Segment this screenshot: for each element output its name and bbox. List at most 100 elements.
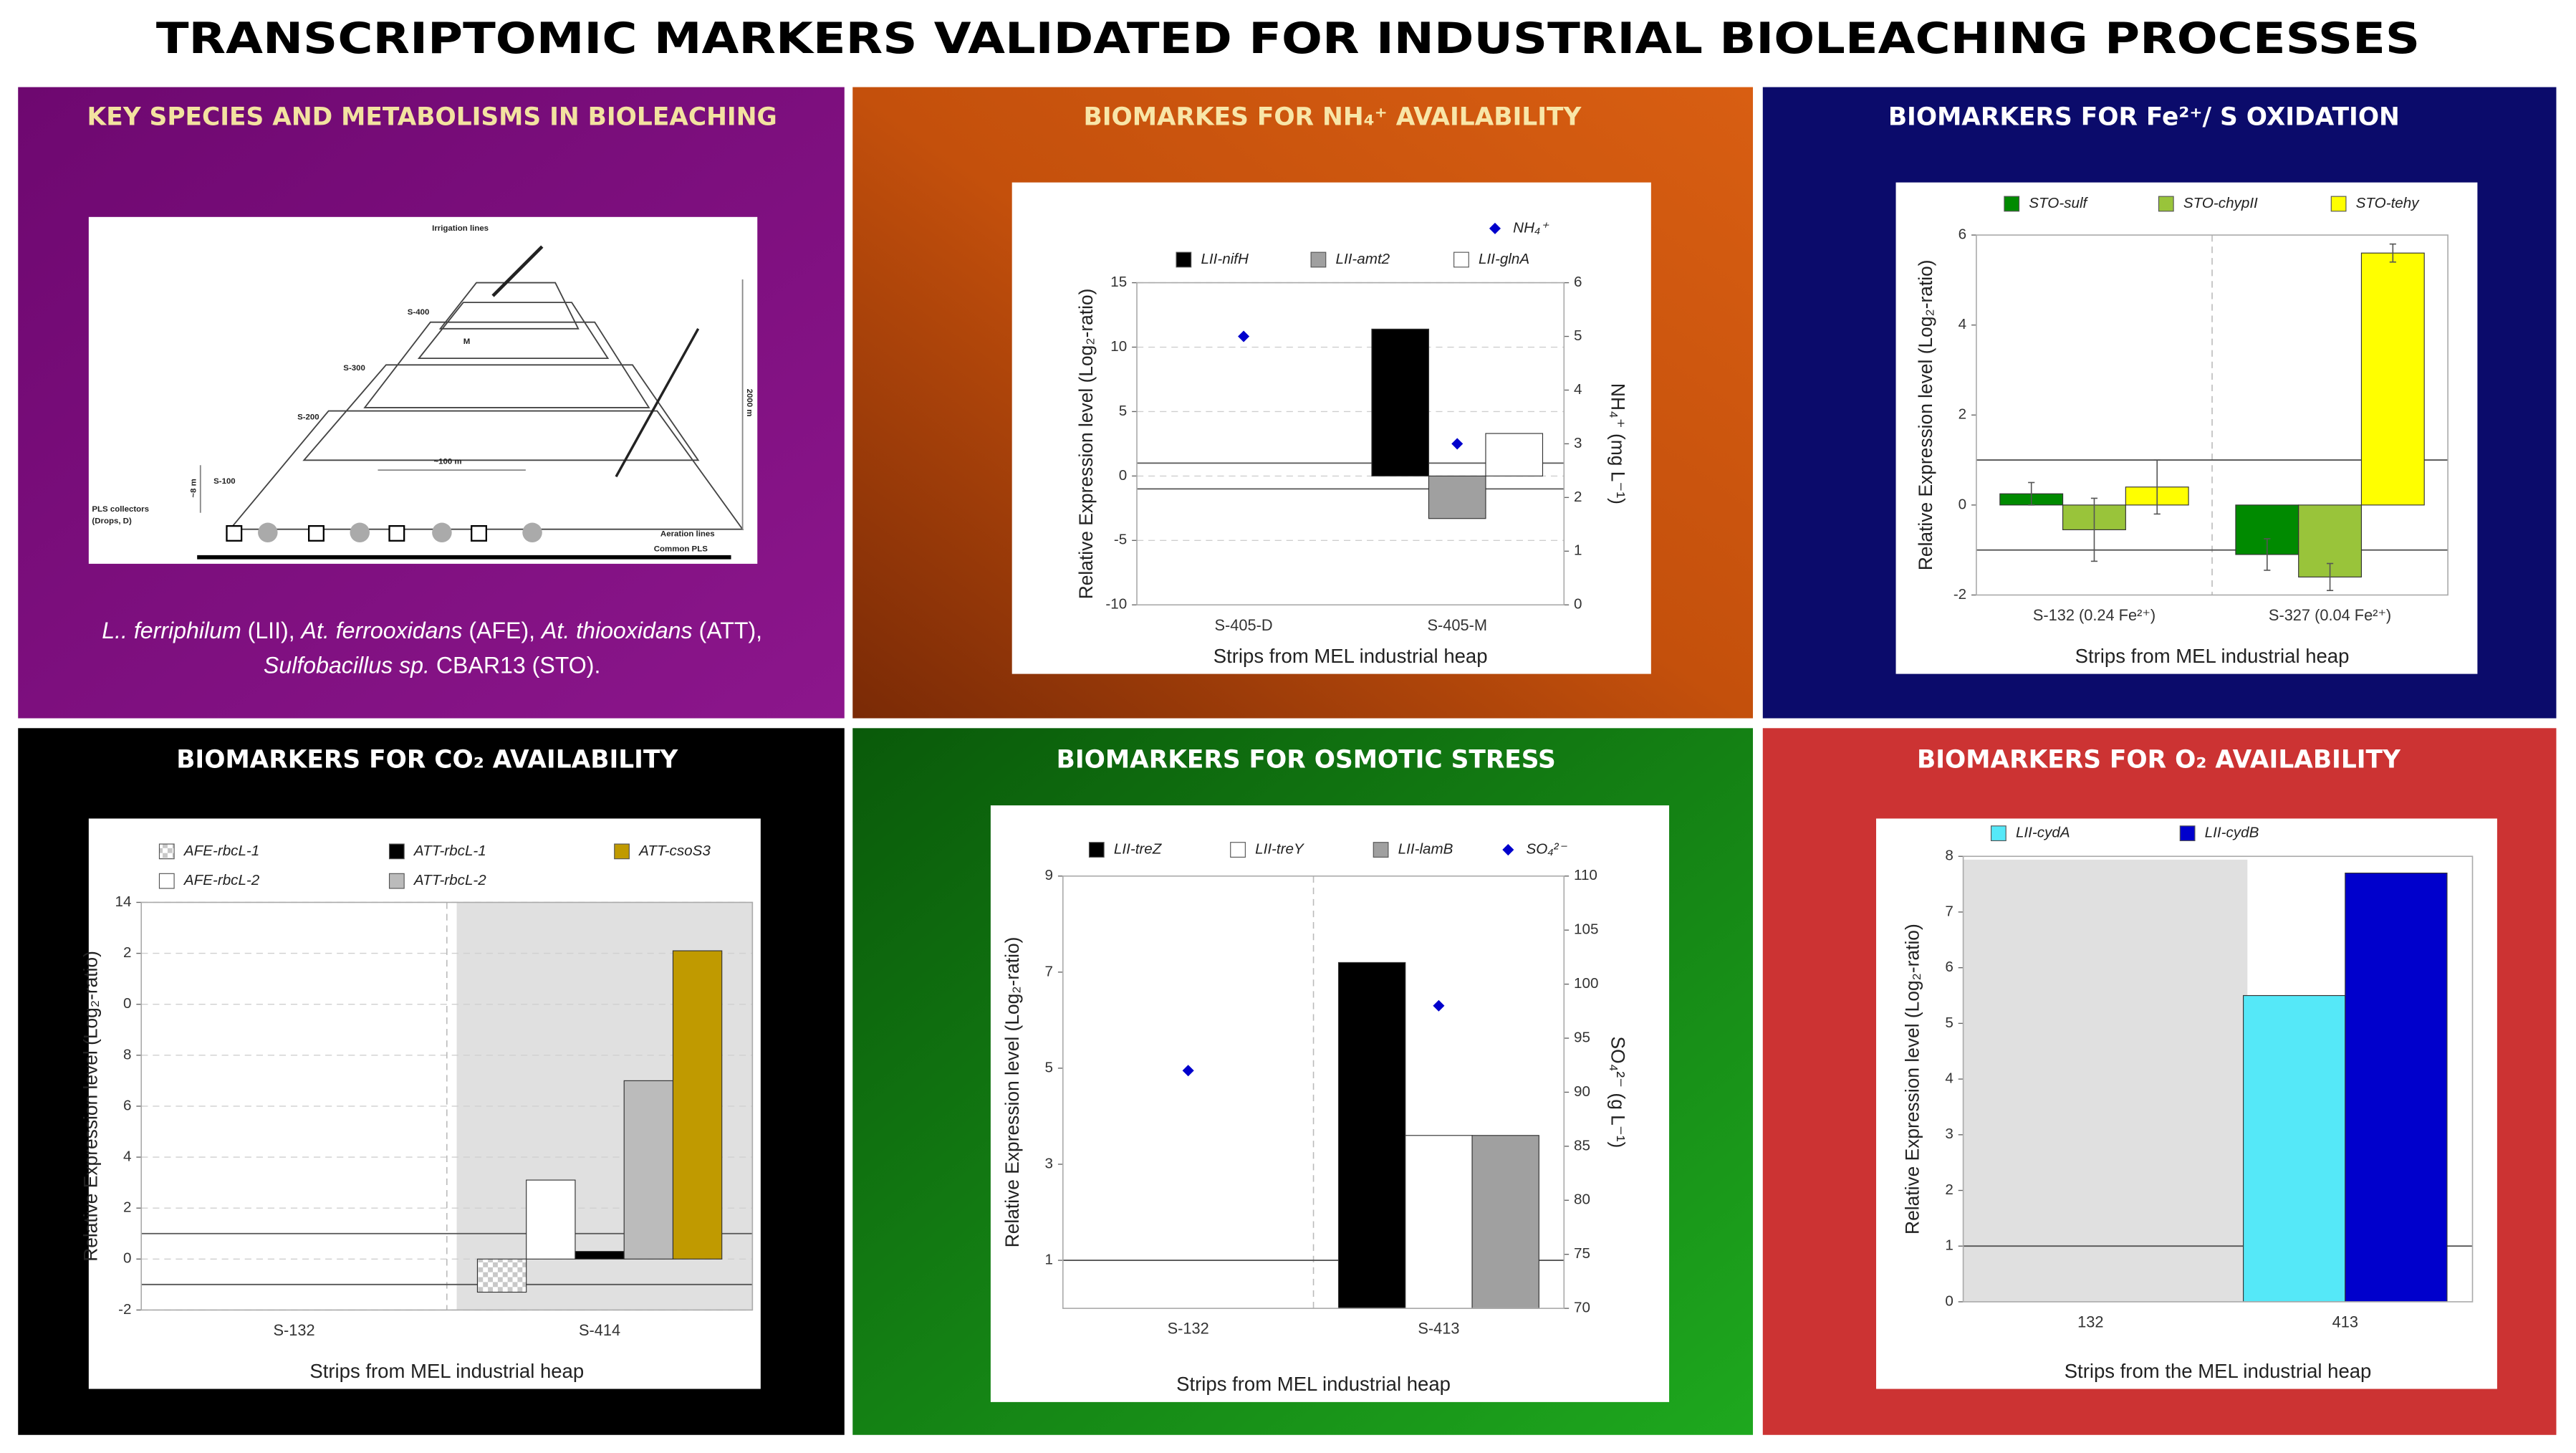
legend-label: LII-treZ: [1114, 841, 1163, 858]
chart-box: [990, 805, 1670, 1402]
diagram-label: PLS collectors: [92, 505, 149, 514]
y-tick-label: 0: [1945, 1293, 1953, 1309]
y-tick-label: -10: [1105, 596, 1127, 613]
y-axis-label: Relative Expression level (Log₂-ratio): [1915, 259, 1936, 570]
x-tick-label: S-132 (0.24 Fe²⁺): [2033, 606, 2156, 624]
y2-tick-label: 2: [1574, 489, 1582, 505]
x-tick-label: 132: [2077, 1313, 2103, 1331]
legend-label: NH₄⁺: [1513, 219, 1549, 236]
x-axis-label: Strips from MEL industrial heap: [309, 1360, 584, 1382]
x-axis-label: Strips from MEL industrial heap: [1213, 645, 1488, 667]
legend-label: LII-glnA: [1479, 251, 1529, 267]
diagram-label: S-200: [297, 413, 319, 422]
panel-title: BIOMARKERS FOR Fe²⁺/ S OXIDATION: [1888, 103, 2400, 132]
legend-swatch: [158, 843, 175, 860]
scatter-point: [1451, 438, 1464, 450]
legend-label: LII-nifH: [1201, 251, 1249, 267]
y-tick-label: 5: [1045, 1059, 1053, 1075]
legend-swatch: [1453, 251, 1469, 268]
panel-title: BIOMARKERS FOR OSMOTIC STRESS: [1057, 746, 1556, 775]
y-tick-label: -2: [118, 1301, 131, 1318]
diagram-label: ~100 m: [433, 458, 461, 466]
legend-label: AFE-rbcL-2: [183, 872, 260, 888]
y-tick-label: 0: [123, 1250, 131, 1267]
x-tick-label: S-413: [1418, 1320, 1459, 1338]
y-tick-label: 0: [1959, 496, 1966, 512]
pls-drop: [308, 524, 325, 542]
panel-title: KEY SPECIES AND METABOLISMS IN BIOLEACHI…: [87, 103, 777, 132]
y-tick-label: 4: [1945, 1070, 1953, 1087]
diagram-label: Common PLS: [654, 545, 708, 553]
legend-swatch: [2330, 196, 2347, 212]
y-tick-label: 15: [1110, 274, 1127, 290]
y-tick-label: 4: [123, 1149, 131, 1165]
y-tick-label: 5: [1945, 1015, 1953, 1031]
error-bar: [2389, 243, 2396, 263]
y2-tick-label: 70: [1574, 1300, 1590, 1316]
y-tick-label: 6: [1945, 959, 1953, 975]
legend-label: STO-tehy: [2356, 195, 2421, 211]
legend-marker: [1502, 844, 1514, 856]
pls-drop: [388, 524, 405, 542]
y2-tick-label: 1: [1574, 542, 1582, 559]
y-axis-label: Relative Expression level (Log₂-ratio): [80, 951, 101, 1262]
y-axis-label: Relative Expression level (Log₂-ratio): [1902, 924, 1923, 1234]
legend-label: STO-chypII: [2183, 195, 2258, 211]
heap-tier: [417, 302, 610, 360]
legend-swatch: [388, 843, 405, 860]
bar: [623, 1080, 674, 1260]
bar: [1371, 328, 1430, 476]
y2-axis-label: SO₄²⁻ (g L⁻¹): [1607, 1037, 1629, 1149]
legend-swatch: [1088, 842, 1105, 858]
caption-text: At. ferrooxidans: [300, 618, 463, 644]
aeration-point: [432, 522, 452, 543]
y-tick-label: 2: [123, 1199, 131, 1216]
y-tick-label: 8: [1945, 848, 1953, 864]
y-tick-label: 6: [1959, 226, 1966, 243]
y-tick-label: 6: [123, 1097, 131, 1113]
caption-text: At. thiooxidans: [540, 618, 693, 644]
y-tick-label: -5: [1114, 532, 1127, 548]
diagram-label: 2000 m: [745, 389, 754, 417]
y-tick-label: 9: [1045, 867, 1053, 883]
irrigation-line: [615, 327, 700, 478]
x-tick-label: S-132: [1168, 1320, 1209, 1338]
legend-swatch: [1230, 842, 1246, 858]
heap-tier: [438, 282, 580, 330]
error-bar: [2028, 481, 2035, 506]
legend-swatch: [158, 873, 175, 889]
bar: [1405, 1135, 1473, 1309]
legend-swatch: [614, 843, 630, 860]
y-tick-label: 4: [1959, 316, 1966, 332]
heap-tier: [363, 321, 650, 408]
diagram-label: S-100: [213, 477, 236, 486]
diagram-label: S-300: [343, 364, 365, 373]
y-tick-label: 3: [1945, 1126, 1953, 1142]
irrigation-line: [491, 245, 544, 297]
plot-frame: [1976, 234, 2448, 596]
plot-frame: [140, 901, 754, 1311]
legend-swatch: [388, 873, 405, 889]
aeration-point: [522, 522, 542, 543]
chart-box: [1011, 182, 1651, 674]
y-tick-label: 1: [1045, 1252, 1053, 1268]
y-tick-label: 2: [1945, 1181, 1953, 1198]
y-tick-label: 0: [1119, 467, 1127, 484]
plot-frame: [1136, 282, 1565, 606]
bar: [2243, 994, 2346, 1303]
legend-label: STO-sulf: [2029, 195, 2088, 211]
bar: [575, 1251, 625, 1260]
caption-line: Sulfobacillus sp. CBAR13 (STO).: [264, 653, 600, 678]
y-axis-label: Relative Expression level (Log₂-ratio): [1075, 289, 1097, 600]
y2-tick-label: 85: [1574, 1137, 1590, 1154]
heap-tier: [302, 364, 700, 461]
x-tick-label: S-327 (0.04 Fe²⁺): [2269, 606, 2391, 624]
x-tick-label: S-405-D: [1215, 616, 1273, 634]
y2-tick-label: 5: [1574, 327, 1582, 344]
error-bar: [2326, 562, 2334, 591]
x-tick-label: S-414: [579, 1321, 620, 1339]
aeration-point: [258, 522, 278, 543]
panel-title: BIOMARKERS FOR CO₂ AVAILABILITY: [176, 746, 678, 775]
